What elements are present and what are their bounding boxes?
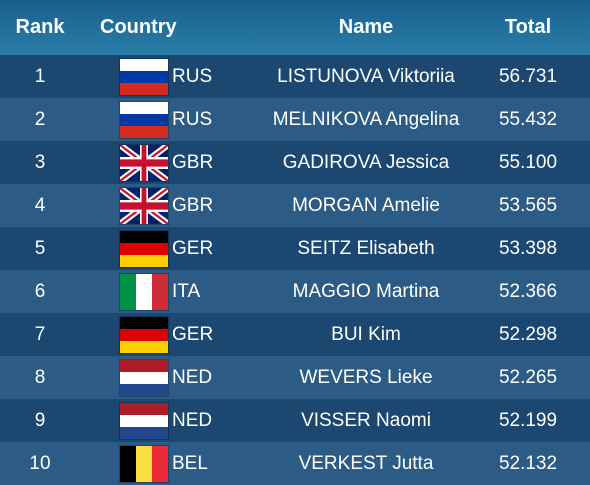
table-row: 6 ITA MAGGIO Martina 52.366 <box>0 270 590 313</box>
total-score-cell: 53.565 <box>498 194 558 216</box>
country-code: GER <box>172 323 214 345</box>
flag-gbr-icon <box>120 144 168 181</box>
flag-rus-icon <box>120 58 168 95</box>
country-code: GBR <box>172 151 214 173</box>
table-row: 9 NED VISSER Naomi 52.199 <box>0 399 590 442</box>
table-row: 8 NED WEVERS Lieke 52.265 <box>0 356 590 399</box>
total-score-cell: 55.432 <box>498 108 558 130</box>
athlete-name-cell: WEVERS Lieke <box>299 366 433 388</box>
total-score-cell: 52.265 <box>498 366 558 388</box>
table-row: 7 GER BUI Kim 52.298 <box>0 313 590 356</box>
total-score-cell: 55.100 <box>498 151 558 173</box>
flag-ger-icon <box>120 230 168 267</box>
table-row: 2 RUS MELNIKOVA Angelina 55.432 <box>0 98 590 141</box>
table-row: 1 RUS LISTUNOVA Viktoriia 56.731 <box>0 55 590 98</box>
country-header: Country <box>100 16 177 38</box>
table-row: 10 BEL VERKEST Jutta 52.132 <box>0 442 590 485</box>
athlete-name-cell: VERKEST Jutta <box>298 452 434 474</box>
total-score-cell: 52.132 <box>498 452 558 474</box>
total-score-cell: 52.298 <box>498 323 558 345</box>
country-code: NED <box>172 366 213 388</box>
country-cell: BEL <box>80 445 266 482</box>
athlete-name-cell: LISTUNOVA Viktoriia <box>277 65 455 87</box>
rank-cell: 3 <box>34 151 46 173</box>
rank-cell: 6 <box>34 280 46 302</box>
country-cell: RUS <box>80 101 266 138</box>
athlete-name-cell: SEITZ Elisabeth <box>297 237 435 259</box>
country-cell: NED <box>80 402 266 439</box>
flag-bel-icon <box>120 445 168 482</box>
athlete-name-cell: BUI Kim <box>331 323 401 345</box>
total-score-cell: 52.366 <box>498 280 558 302</box>
country-code: BEL <box>172 452 208 474</box>
rank-cell: 8 <box>34 366 46 388</box>
athlete-name-cell: GADIROVA Jessica <box>282 151 450 173</box>
country-cell: GER <box>80 230 266 267</box>
country-code: RUS <box>172 108 213 130</box>
athlete-name-cell: MAGGIO Martina <box>292 280 440 302</box>
country-code: RUS <box>172 65 213 87</box>
table-row: 4 GBR MORGAN Amelie 53.565 <box>0 184 590 227</box>
name-header: Name <box>338 16 394 38</box>
flag-ned-icon <box>120 402 168 439</box>
table-row: 5 GER SEITZ Elisabeth 53.398 <box>0 227 590 270</box>
results-table: 1 RUS LISTUNOVA Viktoriia 56.731 2 RUS MELNIKO… <box>0 55 590 485</box>
country-cell: NED <box>80 359 266 396</box>
rank-cell: 4 <box>34 194 46 216</box>
flag-ger-icon <box>120 316 168 353</box>
rank-cell: 7 <box>34 323 46 345</box>
country-code: GER <box>172 237 214 259</box>
rank-header: Rank <box>15 16 65 38</box>
rank-cell: 10 <box>29 452 51 474</box>
country-code: ITA <box>172 280 201 302</box>
rank-cell: 5 <box>34 237 46 259</box>
athlete-name-cell: MELNIKOVA Angelina <box>272 108 460 130</box>
flag-ned-icon <box>120 359 168 396</box>
flag-rus-icon <box>120 101 168 138</box>
country-cell: GBR <box>80 144 266 181</box>
total-header: Total <box>504 16 552 38</box>
rank-cell: 9 <box>34 409 46 431</box>
country-code: GBR <box>172 194 214 216</box>
athlete-name-cell: MORGAN Amelie <box>292 194 440 216</box>
country-cell: GBR <box>80 187 266 224</box>
table-row: 3 GBR GADIROVA Jessica 55.100 <box>0 141 590 184</box>
table-header: Rank Country Name Total <box>0 0 590 55</box>
rank-cell: 1 <box>34 65 46 87</box>
total-score-cell: 53.398 <box>498 237 558 259</box>
country-code: NED <box>172 409 213 431</box>
flag-ita-icon <box>120 273 168 310</box>
rank-cell: 2 <box>34 108 46 130</box>
total-score-cell: 56.731 <box>498 65 558 87</box>
country-cell: GER <box>80 316 266 353</box>
country-cell: ITA <box>80 273 266 310</box>
athlete-name-cell: VISSER Naomi <box>301 409 431 431</box>
country-cell: RUS <box>80 58 266 95</box>
flag-gbr-icon <box>120 187 168 224</box>
total-score-cell: 52.199 <box>498 409 558 431</box>
